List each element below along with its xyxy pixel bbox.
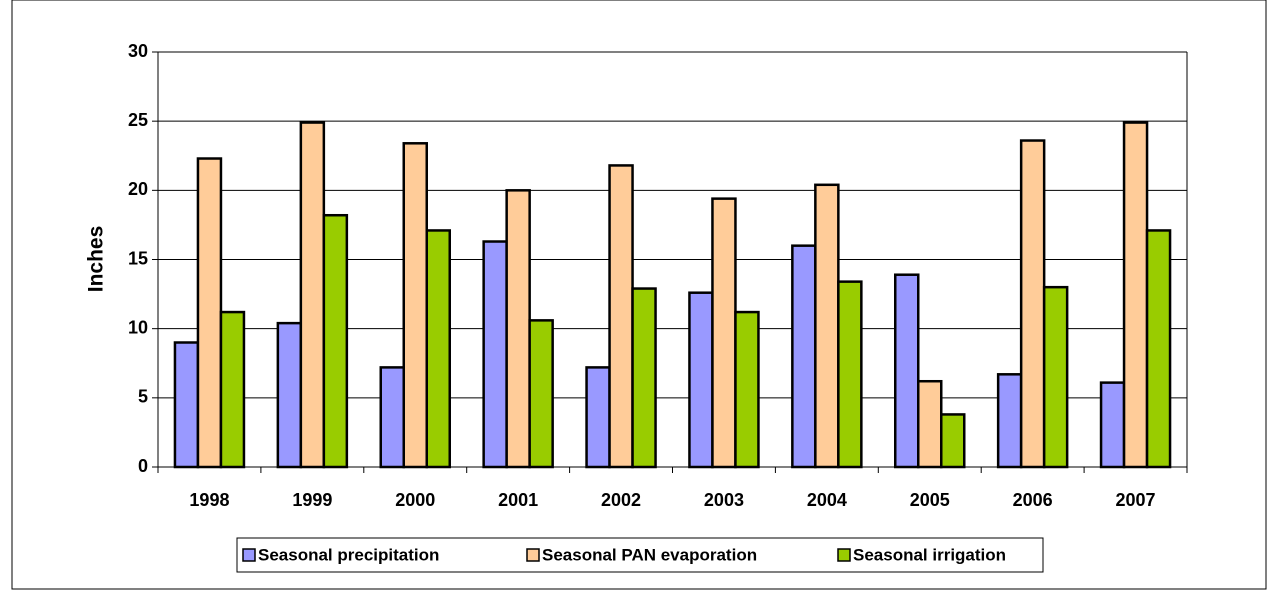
bar xyxy=(585,366,611,469)
bar xyxy=(276,321,303,469)
bar xyxy=(711,197,737,469)
x-tick-label: 2004 xyxy=(807,490,847,510)
x-tick-label: 2001 xyxy=(498,490,538,510)
legend-swatch xyxy=(242,548,256,562)
bar xyxy=(631,287,657,469)
x-tick-label: 2003 xyxy=(704,490,744,510)
y-tick-label: 10 xyxy=(128,317,148,337)
y-tick-label: 5 xyxy=(138,387,148,407)
legend-swatch xyxy=(837,548,851,562)
bar xyxy=(425,229,451,469)
x-tick-label: 1999 xyxy=(292,490,332,510)
bar xyxy=(1042,285,1069,469)
bar xyxy=(814,183,840,469)
bar xyxy=(528,319,554,469)
bar xyxy=(1019,139,1046,469)
chart-border xyxy=(11,0,1267,590)
x-tick-label: 2002 xyxy=(601,490,641,510)
y-tick-label: 25 xyxy=(128,110,148,130)
x-tick-label: 2000 xyxy=(395,490,435,510)
y-tick-label: 15 xyxy=(128,248,148,268)
bar xyxy=(940,413,966,469)
bar xyxy=(1122,121,1149,469)
legend-swatch xyxy=(526,548,540,562)
legend-label: Seasonal PAN evaporation xyxy=(542,545,757,564)
legend-label: Seasonal precipitation xyxy=(258,545,439,564)
bar xyxy=(173,341,200,469)
bar xyxy=(996,373,1023,469)
bar xyxy=(734,310,760,469)
bar xyxy=(219,310,246,469)
bar xyxy=(917,379,943,469)
bar xyxy=(894,273,920,469)
bar xyxy=(1099,381,1126,469)
bar xyxy=(196,157,223,469)
bar xyxy=(299,121,326,469)
bar xyxy=(482,240,508,469)
y-axis-label: Inches xyxy=(85,226,108,293)
bar xyxy=(1145,229,1172,469)
x-tick-label: 2005 xyxy=(910,490,950,510)
bar xyxy=(505,189,531,469)
bar xyxy=(322,213,349,469)
y-tick-label: 30 xyxy=(128,41,148,61)
y-tick-label: 0 xyxy=(138,456,148,476)
legend-box xyxy=(236,537,1044,573)
x-tick-label: 2006 xyxy=(1013,490,1053,510)
bar xyxy=(837,280,863,469)
y-tick-label: 20 xyxy=(128,179,148,199)
x-tick-label: 2007 xyxy=(1116,490,1156,510)
bar xyxy=(379,366,405,469)
bar xyxy=(791,244,817,469)
bar xyxy=(608,164,634,469)
bar xyxy=(688,291,714,469)
x-tick-label: 1998 xyxy=(189,490,229,510)
bar xyxy=(402,142,428,469)
legend-label: Seasonal irrigation xyxy=(853,545,1006,564)
